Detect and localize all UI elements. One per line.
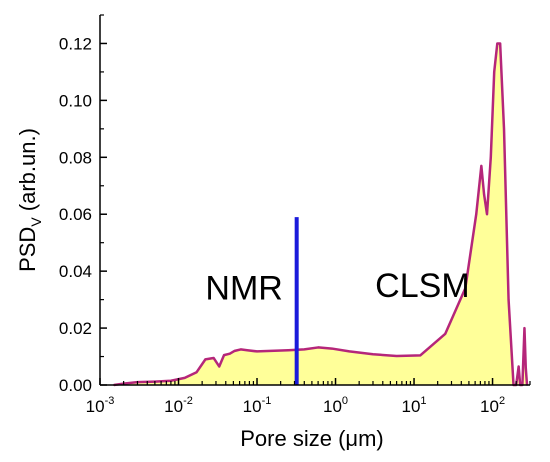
y-tick-label: 0.06 <box>59 205 92 224</box>
data-point <box>464 287 467 290</box>
data-point <box>303 348 306 351</box>
y-tick-label: 0.08 <box>59 148 92 167</box>
x-tick-label: 100 <box>323 395 348 416</box>
plot-area: NMR CLSM <box>112 42 529 387</box>
data-point <box>496 42 499 45</box>
data-point <box>444 332 447 335</box>
region-label-nmr: NMR <box>205 270 282 308</box>
y-axis-title: PSDV (arb.un.) <box>15 128 44 272</box>
data-point <box>517 365 520 368</box>
data-point <box>483 193 485 196</box>
data-point <box>256 350 258 353</box>
y-axis-title-suffix: (arb.un.) <box>15 128 40 217</box>
y-tick-label: 0.00 <box>59 376 92 395</box>
data-point <box>507 298 510 301</box>
data-point <box>503 127 505 130</box>
data-point <box>486 213 488 216</box>
data-point <box>239 348 242 351</box>
data-point <box>499 42 502 45</box>
data-point <box>331 347 333 350</box>
data-point <box>489 156 492 159</box>
data-point <box>317 346 320 349</box>
x-axis-title: Pore size (μm) <box>240 426 383 451</box>
data-point <box>524 367 527 369</box>
y-axis-title-subscript: V <box>28 217 44 227</box>
y-tick-label: 0.10 <box>59 91 92 110</box>
x-tick-label: 10-2 <box>164 395 193 416</box>
data-point <box>480 164 483 167</box>
y-tick-label: 0.04 <box>59 262 92 281</box>
axes: 0.00 0.02 0.04 0.06 0.08 0.10 0.12 10-3 10-2 10-1… <box>59 14 531 416</box>
data-point <box>218 365 221 368</box>
series-area-fill <box>113 43 528 386</box>
data-point <box>475 213 478 216</box>
y-axis-title-main: PSD <box>15 227 40 272</box>
data-point <box>183 376 186 379</box>
data-point <box>372 353 374 356</box>
region-label-clsm: CLSM <box>375 267 469 305</box>
data-point <box>233 349 236 352</box>
data-point <box>269 349 272 352</box>
data-point <box>195 371 198 374</box>
data-point <box>287 349 290 352</box>
y-tick-label: 0.02 <box>59 319 92 338</box>
data-point <box>419 354 422 357</box>
data-point <box>212 357 215 359</box>
data-point <box>204 358 207 361</box>
data-point <box>228 352 231 355</box>
data-point <box>246 349 249 352</box>
data-point <box>523 327 526 329</box>
data-point <box>493 71 496 73</box>
data-point <box>223 354 225 357</box>
x-tick-label: 10-1 <box>243 395 272 416</box>
data-point <box>348 350 351 353</box>
x-tick-label: 102 <box>480 395 505 416</box>
y-tick-label: 0.12 <box>59 34 92 53</box>
x-tick-label: 101 <box>402 395 427 416</box>
x-tick-label: 10-3 <box>86 395 115 416</box>
data-point <box>395 355 398 357</box>
